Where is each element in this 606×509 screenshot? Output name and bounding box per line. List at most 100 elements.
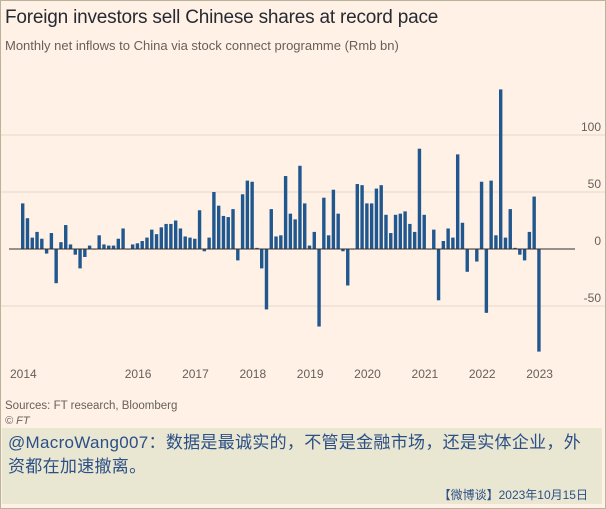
bar xyxy=(451,237,455,249)
bar xyxy=(283,176,288,249)
bar xyxy=(245,180,250,249)
bar xyxy=(532,196,536,249)
x-tick-label: 2023 xyxy=(526,367,553,381)
bar xyxy=(499,89,503,250)
bar xyxy=(360,185,364,249)
bar xyxy=(49,233,54,249)
bar xyxy=(236,249,240,261)
bar xyxy=(365,203,369,249)
bar xyxy=(346,249,350,286)
bar xyxy=(173,220,178,249)
ft-credit: © FT xyxy=(5,415,30,427)
x-tick-label: 2016 xyxy=(125,367,152,381)
bar xyxy=(202,249,207,252)
bar xyxy=(73,249,77,255)
bar xyxy=(475,249,479,262)
chart-subtitle: Monthly net inflows to China via stock c… xyxy=(5,38,399,53)
bar xyxy=(240,194,245,249)
bar xyxy=(44,249,49,254)
source-note: Sources: FT research, Bloomberg xyxy=(5,400,178,412)
bar xyxy=(288,213,293,249)
bar xyxy=(465,249,469,272)
y-tick-label: 50 xyxy=(588,177,602,191)
bar xyxy=(494,235,498,249)
bar xyxy=(513,247,517,249)
bar xyxy=(341,249,345,252)
bar xyxy=(389,233,393,249)
x-tick-label: 2019 xyxy=(297,367,324,381)
caption-text: @MacroWang007：数据是最诚实的，不管是金融市场，还是实体企业，外资都… xyxy=(8,433,582,476)
bar xyxy=(54,249,58,284)
bar xyxy=(145,237,149,249)
y-tick-labels: -50 0 50 100 xyxy=(581,120,601,305)
bar xyxy=(293,219,297,249)
bar xyxy=(355,184,359,249)
bar xyxy=(250,181,254,249)
x-tick-label: 2022 xyxy=(469,367,496,381)
bar xyxy=(221,215,226,249)
bar xyxy=(212,192,216,249)
bar xyxy=(193,238,197,249)
bar xyxy=(159,227,164,249)
x-tick-label: 2020 xyxy=(354,367,381,381)
bar xyxy=(408,223,412,249)
bar xyxy=(188,237,192,249)
bar xyxy=(130,244,135,249)
bar xyxy=(35,231,39,249)
caption-box: @MacroWang007：数据是最诚实的，不管是金融市场，还是实体企业，外资都… xyxy=(2,428,602,504)
bar xyxy=(87,245,92,249)
bar xyxy=(150,229,154,249)
bar xyxy=(484,249,489,313)
bar xyxy=(40,238,44,249)
bar xyxy=(522,249,527,261)
bar xyxy=(269,209,273,249)
bar xyxy=(503,237,508,249)
bar xyxy=(102,244,106,249)
bar xyxy=(231,209,235,249)
bar xyxy=(279,235,283,249)
chart-title: Foreign investors sell Chinese shares at… xyxy=(5,7,439,28)
bar xyxy=(216,205,221,249)
bar xyxy=(436,249,441,301)
bar xyxy=(398,213,403,249)
bar xyxy=(331,189,336,249)
bar xyxy=(264,249,269,310)
bar xyxy=(298,165,302,249)
bar xyxy=(403,211,407,249)
x-tick-label: 2018 xyxy=(239,367,266,381)
bar xyxy=(260,249,264,269)
bar xyxy=(135,243,140,249)
bar xyxy=(97,235,101,249)
y-tick-label: 100 xyxy=(581,120,601,134)
bar xyxy=(508,209,512,249)
bar xyxy=(422,214,426,249)
bar xyxy=(59,242,63,249)
bar xyxy=(303,203,307,249)
bar xyxy=(64,225,68,249)
bar xyxy=(183,236,187,249)
bar xyxy=(393,214,398,249)
bar xyxy=(121,228,125,249)
bar xyxy=(140,241,144,249)
bar xyxy=(107,245,111,249)
bar xyxy=(164,223,168,249)
bar xyxy=(384,214,388,249)
bar xyxy=(336,213,340,249)
bar xyxy=(460,222,465,249)
bar xyxy=(417,148,422,249)
bar xyxy=(207,237,211,249)
bar xyxy=(21,203,25,249)
bar xyxy=(83,249,87,257)
gridlines xyxy=(1,134,605,307)
x-tick-label: 2021 xyxy=(412,367,439,381)
bar xyxy=(25,218,30,249)
bar xyxy=(197,210,202,249)
x-tick-label: 2014 xyxy=(10,367,37,381)
bar xyxy=(312,231,316,249)
bar xyxy=(479,181,484,249)
bar xyxy=(527,231,532,249)
bar xyxy=(537,249,541,352)
bar xyxy=(307,245,312,249)
x-tick-label: 2017 xyxy=(182,367,209,381)
